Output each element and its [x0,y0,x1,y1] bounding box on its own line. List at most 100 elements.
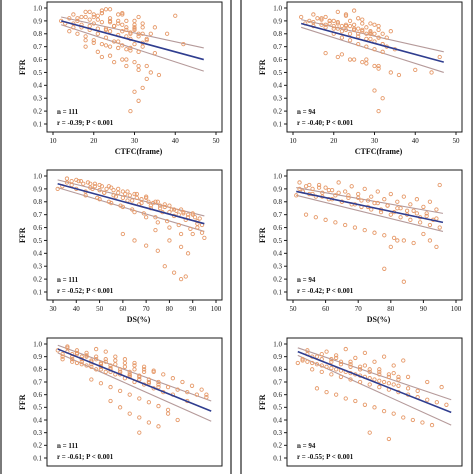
data-point [116,45,121,51]
data-point [79,359,84,364]
data-point [83,38,88,43]
data-point [327,21,332,26]
data-point [67,29,72,34]
plot-frame [286,337,463,467]
y-tick-label: 0.4 [33,416,42,424]
data-point [90,186,95,192]
data-point [343,12,349,17]
data-point [343,27,349,33]
data-point [310,360,315,366]
y-tick-label: 0.8 [33,198,42,206]
data-point [141,369,147,375]
data-point [83,34,88,39]
data-point [333,353,339,358]
data-point [388,70,393,75]
data-point [113,354,118,359]
data-point [204,392,209,397]
data-point [364,25,369,30]
data-point [194,392,199,397]
data-point [414,197,420,202]
data-point [376,23,381,29]
data-point [99,20,105,25]
y-axis-label: FFR [18,59,27,75]
x-tick-label: 40 [172,137,180,145]
y-tick-label: 0.1 [273,120,282,128]
data-point [120,43,125,48]
x-tick-label: 30 [371,137,379,145]
data-point [83,44,88,49]
data-point [357,364,363,369]
data-point [181,41,186,47]
data-point [64,176,70,181]
data-point [356,16,361,21]
scatter-panel-6: 1.0 0.9 0.8 0.7 0.6 0.5 0.4 0.3 0.2 0.1 FFR n = 94 r… [258,337,463,467]
x-tick-label: 50 [213,137,221,145]
data-point [156,403,161,409]
data-point [395,238,400,243]
data-point [128,30,133,35]
data-point [132,191,137,197]
data-point [128,108,133,114]
data-point [382,233,387,238]
data-point [140,25,145,30]
y-tick-label: 1.0 [273,4,282,12]
y-tick-label: 0.8 [273,198,282,206]
data-point [386,436,392,442]
data-point [360,59,365,65]
data-point [314,354,320,359]
data-point [120,11,125,16]
x-tick-label: 40 [412,137,420,145]
n-annotation: n = 111 [57,442,79,450]
data-point [414,211,420,216]
right-column-frame [240,0,473,474]
correlation-annotation: r = -0.61; P < 0.001 [57,453,114,461]
x-axis-label: CTFC(frame) [355,147,403,156]
data-point [360,17,365,22]
data-point [372,31,377,36]
data-point [401,194,406,199]
data-point [130,207,135,212]
data-point [120,29,125,34]
data-point [70,359,75,364]
data-point [405,374,411,380]
data-point [165,411,171,416]
data-point [89,377,94,382]
data-point [113,194,119,199]
data-point [141,364,147,369]
plot-frame [286,169,463,301]
data-point [343,222,348,228]
data-point [148,203,153,208]
data-point [429,422,435,428]
scatter-panel-2: 1.0 0.9 0.8 0.7 0.6 0.5 0.4 0.3 0.2 0.1 FFR 10 20 30 4… [258,1,463,156]
data-point [123,191,128,197]
data-point [197,216,202,221]
data-point [178,276,184,282]
data-point [91,21,96,26]
data-point [331,23,336,29]
data-point [178,231,184,237]
data-point [122,364,128,369]
data-point [185,212,191,217]
data-point [347,31,353,36]
n-annotation: n = 111 [57,108,79,116]
data-point [117,405,123,410]
data-point [335,20,340,25]
data-point [132,367,137,372]
data-point [143,243,149,248]
data-point [333,355,339,361]
data-point [195,225,200,230]
y-tick-label: 0.7 [273,211,282,219]
data-point [391,363,396,368]
data-point [178,207,184,212]
data-point [143,195,149,201]
data-point [120,195,126,201]
data-point [137,430,142,435]
data-point [372,88,377,93]
data-point [395,206,400,211]
data-point [391,411,396,416]
left-column-frame [0,0,232,474]
data-point [343,346,348,352]
y-tick-label: 0.5 [273,404,282,412]
data-point [323,185,328,190]
data-point [398,215,403,220]
